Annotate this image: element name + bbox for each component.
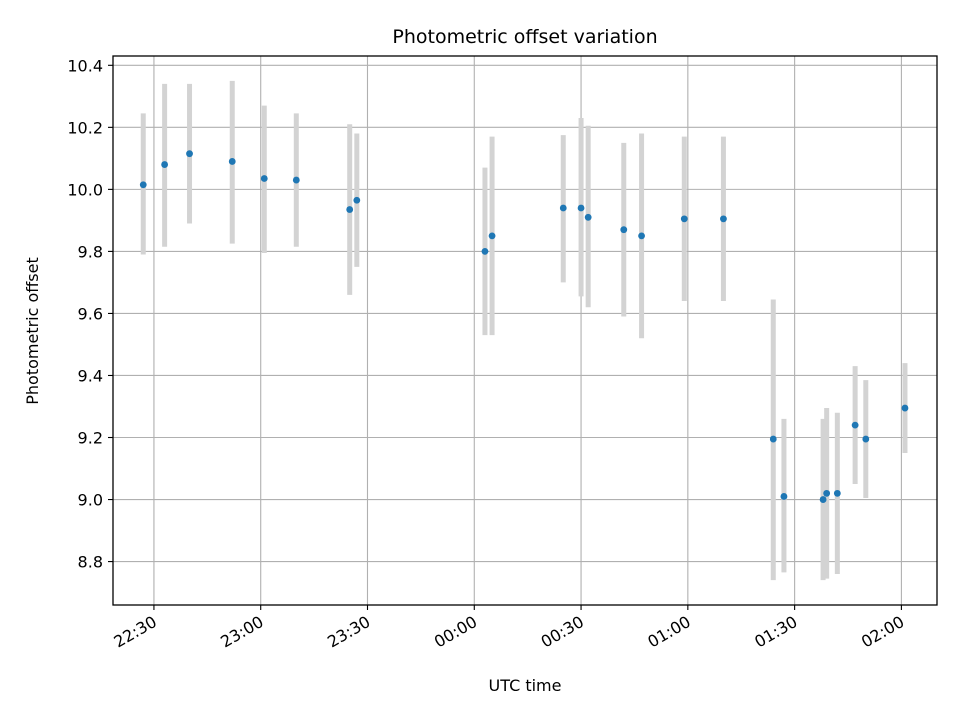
y-tick-label: 9.6 <box>78 304 103 323</box>
x-tick-label: 22:30 <box>111 612 160 652</box>
y-axis-label: Photometric offset <box>23 257 42 405</box>
data-point <box>780 493 788 500</box>
y-tick-label: 8.8 <box>78 553 103 572</box>
data-point <box>769 435 777 443</box>
data-point <box>488 232 496 240</box>
data-point <box>481 248 489 255</box>
x-tick-label: 01:30 <box>751 612 800 652</box>
x-tick-label: 02:00 <box>858 612 907 652</box>
data-point <box>139 181 147 189</box>
chart-title: Photometric offset variation <box>392 26 657 48</box>
x-axis-ticks: 22:30 23:00 23:30 00:00 00:30 01:00 01:30 02:00 <box>111 605 907 652</box>
x-tick-label: 01:00 <box>644 612 693 652</box>
data-point <box>186 150 193 158</box>
data-point <box>292 176 300 184</box>
y-tick-label: 10.0 <box>67 180 103 199</box>
y-axis-ticks: 8.8 9.0 9.2 9.4 9.6 9.8 10.0 10.2 10.4 <box>67 56 113 572</box>
plot-frame <box>112 55 938 606</box>
data-point <box>638 232 645 240</box>
x-tick-label: 00:30 <box>538 612 587 652</box>
y-tick-label: 9.2 <box>78 429 103 448</box>
data-point <box>833 489 841 497</box>
data-point <box>260 175 268 182</box>
data-point <box>851 421 859 429</box>
data-point <box>862 435 870 443</box>
data-points <box>139 150 909 503</box>
data-point <box>346 206 354 213</box>
data-point <box>819 496 827 503</box>
data-point <box>620 226 628 234</box>
data-point <box>559 204 567 212</box>
data-point <box>720 215 727 223</box>
y-tick-label: 10.2 <box>67 118 103 137</box>
grid <box>113 56 937 605</box>
data-point <box>584 213 592 221</box>
data-point <box>161 161 169 168</box>
data-point <box>823 489 831 497</box>
y-tick-label: 9.0 <box>78 491 103 510</box>
data-point <box>680 215 688 223</box>
x-axis-label: UTC time <box>489 676 562 695</box>
x-tick-label: 23:30 <box>324 612 373 652</box>
y-tick-label: 10.4 <box>67 56 103 75</box>
y-tick-label: 9.8 <box>78 242 103 261</box>
x-tick-label: 23:00 <box>217 612 266 652</box>
data-point <box>228 158 236 165</box>
y-tick-label: 9.4 <box>78 366 103 385</box>
error-bars <box>140 80 908 581</box>
data-point <box>901 404 909 412</box>
data-point <box>353 196 361 204</box>
data-point <box>577 204 585 212</box>
x-tick-label: 00:00 <box>431 612 480 652</box>
